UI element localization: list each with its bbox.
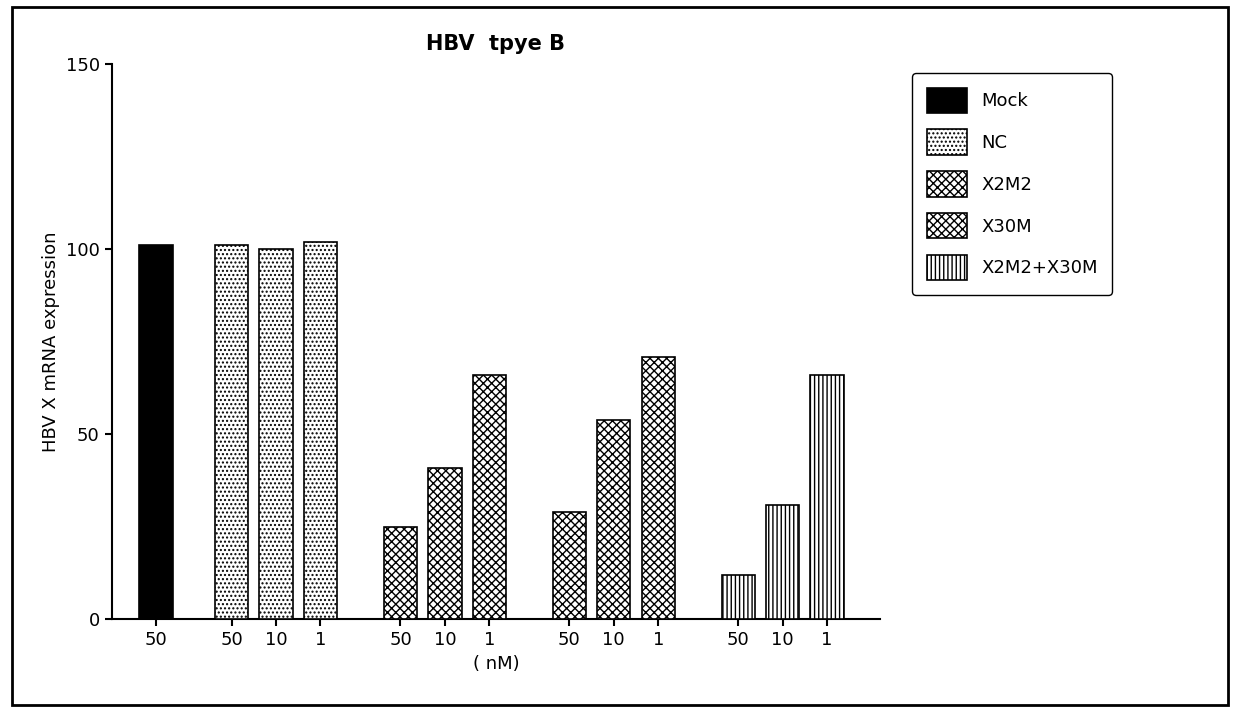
Legend: Mock, NC, X2M2, X30M, X2M2+X30M: Mock, NC, X2M2, X30M, X2M2+X30M xyxy=(913,73,1112,295)
X-axis label: ( nM): ( nM) xyxy=(472,655,520,673)
Bar xyxy=(384,527,417,619)
Bar xyxy=(139,246,172,619)
Bar xyxy=(722,575,755,619)
Y-axis label: HBV X mRNA expression: HBV X mRNA expression xyxy=(42,231,60,452)
Title: HBV  tpye B: HBV tpye B xyxy=(427,34,565,54)
Bar xyxy=(766,505,800,619)
Bar xyxy=(598,419,630,619)
Bar xyxy=(553,512,587,619)
Bar xyxy=(811,375,843,619)
Bar xyxy=(472,375,506,619)
Bar xyxy=(641,357,675,619)
Bar xyxy=(259,249,293,619)
Bar xyxy=(215,246,248,619)
Bar xyxy=(304,242,337,619)
Bar xyxy=(428,468,461,619)
